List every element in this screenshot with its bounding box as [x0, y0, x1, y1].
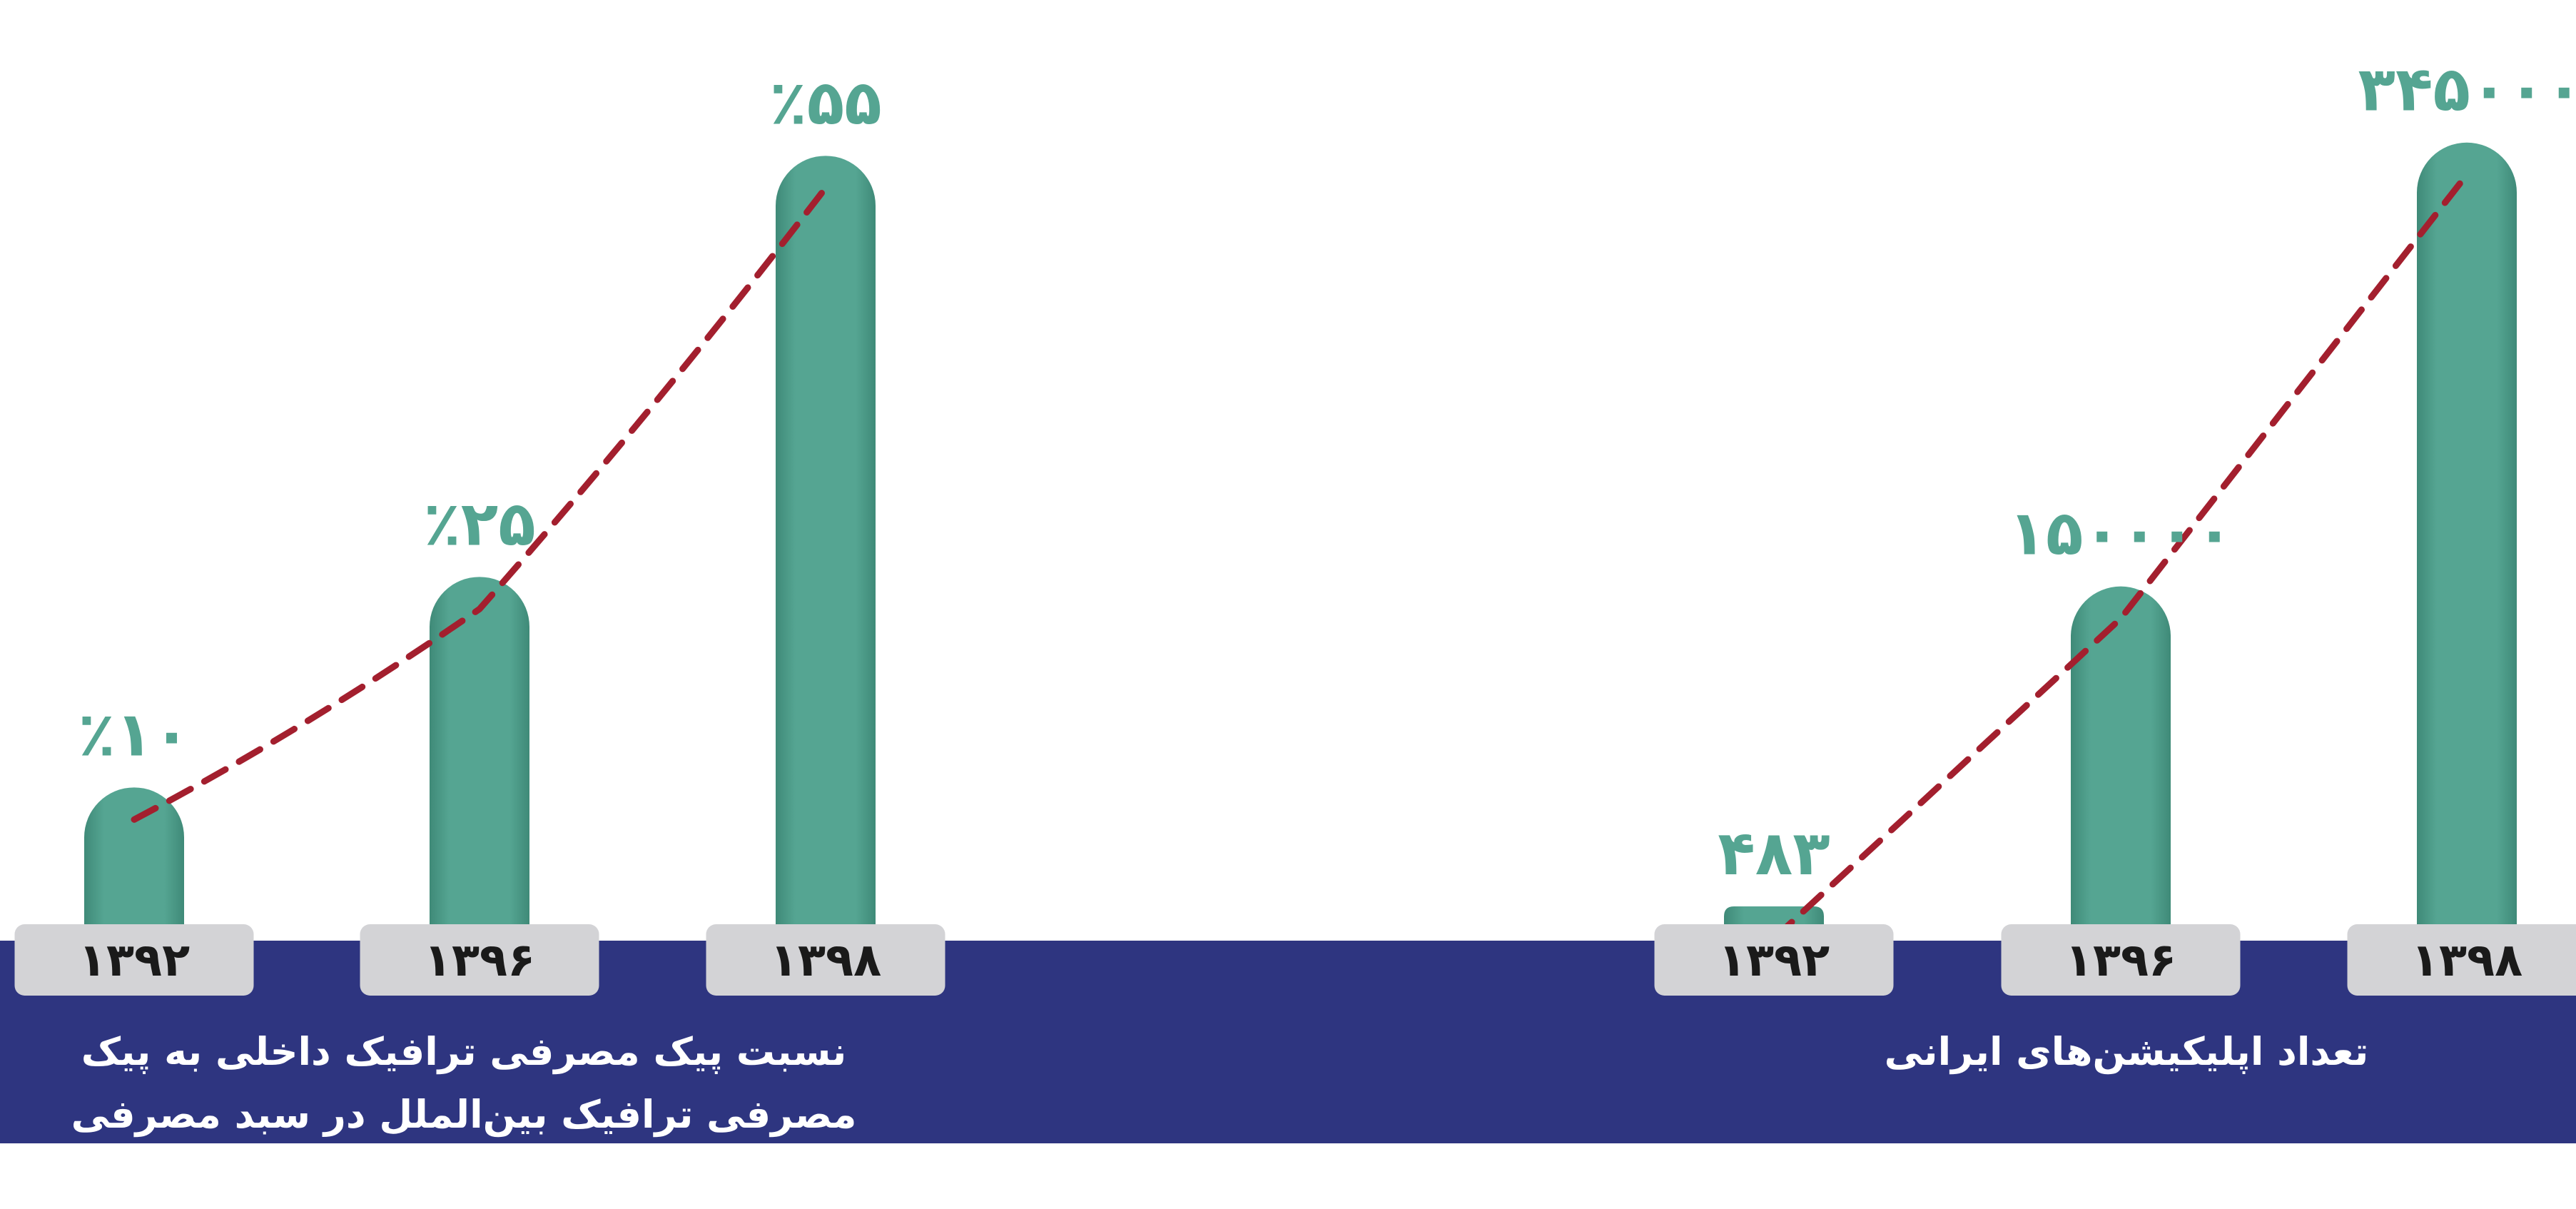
chart-2-value-label-2: ۱۵۰۰۰۰ — [2009, 498, 2233, 570]
labels-layer: ٪۱۰ ۱۳۹۲ ٪۲۵ ۱۳۹۶ ٪۵۵ ۱۳۹۸ ۴۸۳ ۱۳۹۲ ۱۵۰۰۰۰ ۱۳۹۶ ۳۴… — [15, 54, 2576, 996]
chart-2-category-label-2: ۱۳۹۶ — [2065, 934, 2176, 987]
chart-1-value-label-1: ٪۱۰ — [78, 699, 190, 770]
chart-2-category-label-1: ۱۳۹۲ — [1718, 934, 1830, 987]
chart-1-category-label-1: ۱۳۹۲ — [78, 934, 190, 987]
chart-1-category-label-3: ۱۳۹۸ — [770, 934, 881, 987]
chart-1-value-label-3: ٪۵۵ — [769, 67, 881, 138]
chart-2-value-label-3: ۳۴۵۰۰۰ — [2358, 54, 2576, 126]
chart-2-value-label-1: ۴۸۳ — [1718, 818, 1830, 889]
chart-1-value-label-2: ٪۲۵ — [423, 488, 535, 560]
chart-2-category-label-3: ۱۳۹۸ — [2411, 934, 2522, 987]
chart-1-category-label-2: ۱۳۹۶ — [424, 934, 535, 987]
chart-overlay: ٪۱۰ ۱۳۹۲ ٪۲۵ ۱۳۹۶ ٪۵۵ ۱۳۹۸ ۴۸۳ ۱۳۹۲ ۱۵۰۰۰۰ ۱۳۹۶ ۳۴… — [0, 0, 2576, 1143]
